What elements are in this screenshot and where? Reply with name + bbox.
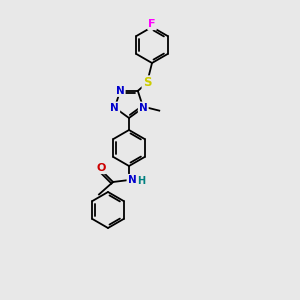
- Text: N: N: [116, 86, 124, 96]
- Text: H: H: [137, 176, 145, 186]
- Text: O: O: [96, 163, 106, 173]
- Text: S: S: [143, 76, 151, 89]
- Text: N: N: [110, 103, 119, 112]
- Text: F: F: [148, 19, 156, 29]
- Text: N: N: [128, 175, 136, 185]
- Text: N: N: [139, 103, 148, 112]
